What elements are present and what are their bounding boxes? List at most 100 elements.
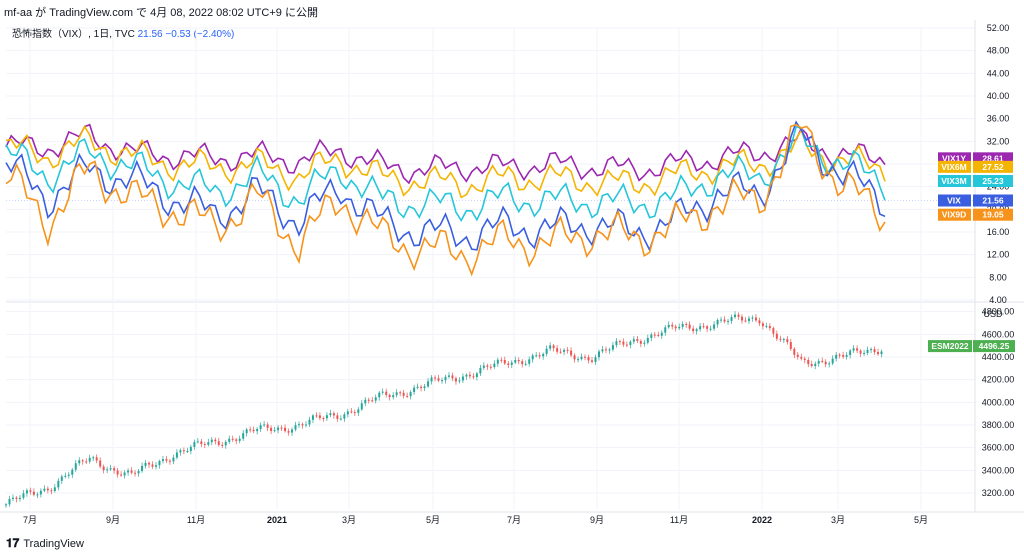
series-line-vix9d [5,123,886,277]
candle-body [514,360,517,363]
candle-body [113,468,116,471]
tag-name-box [938,175,971,187]
candle-body [71,469,74,475]
price-tag-vix9d: VIX9D 19.05 [938,208,1013,221]
price-tag-vix6m: VIX6M 27.52 [938,160,1013,173]
candle-body [786,339,789,343]
tag-value: 27.52 [982,162,1004,172]
unit-label: USD [983,309,1003,319]
candle-body [399,392,402,394]
candle-body [50,490,53,492]
candle-body [311,415,314,420]
candle-body [120,474,123,476]
candle-body [772,328,775,334]
candle-body [461,376,464,381]
candle-body [643,342,646,344]
tag-value: 25.23 [982,176,1004,186]
tag-value-box [973,340,1015,353]
series-line-vix1y [5,123,886,185]
candle-body [775,333,778,339]
candle-body [315,415,318,417]
candle-body [168,460,171,462]
candle-body [123,472,126,476]
tag-name-box [938,194,971,207]
x-tick-label: 7月 [23,515,37,525]
candle-body [510,362,513,365]
candle-body [102,466,105,471]
candle-body [85,461,88,463]
candle-body [353,412,356,414]
vix-pane [5,120,886,277]
y-tick-label: 3600.00 [982,443,1015,453]
candle-body [301,424,304,426]
x-tick-label: 11月 [670,515,688,525]
candle-body [639,341,642,344]
candle-body [8,498,11,505]
candle-body [852,348,855,351]
candle-body [29,490,32,492]
candle-body [601,349,604,352]
candle-body [587,357,590,361]
candle-body [458,380,461,382]
candle-body [768,326,771,329]
candle-body [566,349,569,351]
y-tick-label: 4000.00 [982,397,1015,407]
candle-body [646,337,649,343]
candle-body [308,419,311,425]
y-tick-label: 16.00 [987,227,1010,237]
candle-body [489,366,492,368]
candle-body [789,342,792,349]
candle-body [496,359,499,364]
candle-body [74,463,77,470]
candle-body [454,378,457,382]
legend-last: 21.56 [137,29,163,40]
candle-body [252,429,255,432]
candle-body [831,358,834,364]
candle-body [329,413,332,416]
candle-body [636,339,639,342]
candle-body [584,356,587,358]
candle-body [678,326,681,329]
candle-body [563,349,566,352]
y-tick-label: 32.00 [987,136,1010,146]
candle-body [538,355,541,357]
candle-body [259,425,262,429]
price-tag-vix: VIX 21.56 [938,194,1013,207]
candle-body [437,378,440,381]
candle-body [127,470,130,473]
candle-body [849,350,852,356]
candle-body [46,488,49,491]
candle-body [807,359,810,365]
candle-body [25,490,28,494]
candle-body [706,326,709,329]
candle-body [866,349,869,353]
candle-body [141,465,144,471]
candle-body [409,392,412,397]
candle-body [221,444,224,446]
candle-body [751,317,754,319]
candle-body [793,348,796,355]
candle-body [395,392,398,396]
candle-body [210,439,213,443]
candle-body [116,470,119,475]
y-tick-label: 48.00 [987,46,1010,56]
candle-body [559,351,562,353]
candle-body [625,344,628,346]
tag-name: VIX [947,195,961,205]
candle-body [158,461,161,466]
candle-body [761,323,764,327]
y-tick-label: 4800.00 [982,307,1015,317]
candle-body [291,429,294,433]
candle-body [863,352,866,354]
candle-body [695,329,698,332]
y-tick-label: 3400.00 [982,465,1015,475]
legend-title: 恐怖指数（VIX）, 1日, TVC [12,29,135,40]
candle-body [402,392,405,396]
tradingview-logo-icon: 𝟏𝟕 [6,536,20,550]
candle-body [671,324,674,327]
tag-value: 4496.25 [979,341,1010,351]
candle-body [688,324,691,329]
candle-body [475,373,478,378]
candle-body [814,363,817,367]
